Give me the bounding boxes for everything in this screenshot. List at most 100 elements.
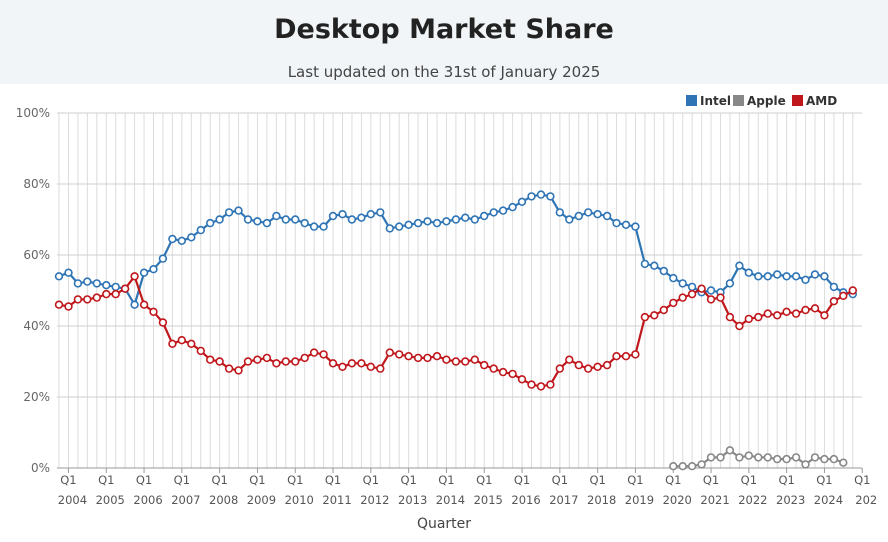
x-tick-year-label: 2014 xyxy=(436,493,465,507)
data-point-intel xyxy=(508,202,517,212)
x-tick-year-label: 202 xyxy=(855,493,877,507)
data-point-amd xyxy=(243,357,253,366)
series-layer xyxy=(54,190,857,471)
x-tick-quarter-label: Q1 xyxy=(363,473,379,487)
legend-label: Intel xyxy=(700,94,731,108)
data-point-intel xyxy=(262,218,272,228)
data-point-amd xyxy=(423,353,432,363)
legend-swatch xyxy=(733,95,744,106)
data-point-intel xyxy=(206,218,215,228)
data-point-intel xyxy=(678,279,687,288)
data-point-apple xyxy=(839,458,848,467)
data-point-intel xyxy=(187,233,196,242)
data-point-amd xyxy=(461,357,470,366)
data-point-amd xyxy=(612,352,621,361)
data-point-amd xyxy=(281,357,290,366)
data-point-amd xyxy=(130,272,139,281)
data-point-amd xyxy=(763,309,772,318)
data-point-intel xyxy=(130,300,139,309)
data-point-intel xyxy=(404,220,413,230)
data-point-amd xyxy=(442,355,451,364)
series-apple xyxy=(669,446,848,471)
legend-item-amd[interactable]: AMD xyxy=(792,94,837,108)
x-tick-year-label: 2016 xyxy=(511,493,540,507)
data-point-amd xyxy=(83,295,92,304)
data-point-intel xyxy=(555,208,564,217)
data-point-intel xyxy=(489,208,498,217)
x-tick-year-label: 2011 xyxy=(322,493,351,507)
data-point-amd xyxy=(149,307,158,317)
data-point-intel xyxy=(470,215,479,224)
data-point-apple xyxy=(763,453,772,462)
data-point-intel xyxy=(300,218,309,228)
data-point-apple xyxy=(820,454,829,464)
data-point-intel xyxy=(309,222,319,231)
legend-swatch xyxy=(792,95,803,106)
data-point-amd xyxy=(631,350,640,359)
data-point-apple xyxy=(782,454,791,464)
data-point-apple xyxy=(669,462,678,471)
data-point-apple xyxy=(744,451,753,460)
x-tick-quarter-label: Q1 xyxy=(325,473,341,487)
data-point-amd xyxy=(527,380,536,389)
x-tick-year-label: 2021 xyxy=(700,493,729,507)
data-point-intel xyxy=(149,265,158,274)
data-point-amd xyxy=(64,302,73,311)
data-point-amd xyxy=(791,309,801,318)
data-point-intel xyxy=(669,273,678,283)
x-tick-year-label: 2018 xyxy=(587,493,616,507)
x-tick-quarter-label: Q1 xyxy=(514,473,530,487)
y-tick-label: 40% xyxy=(23,319,50,333)
y-tick-label: 0% xyxy=(31,461,50,475)
data-point-amd xyxy=(177,336,187,345)
data-point-intel xyxy=(319,222,328,231)
x-tick-year-label: 2004 xyxy=(58,493,87,507)
data-point-intel xyxy=(196,225,206,235)
data-point-intel xyxy=(480,211,489,221)
data-point-intel xyxy=(782,272,791,281)
chart-subtitle: Last updated on the 31st of January 2025 xyxy=(287,63,601,81)
chart-legend[interactable]: Intel Apple AMD xyxy=(686,94,837,108)
data-point-amd xyxy=(102,289,111,299)
data-point-intel xyxy=(366,209,375,219)
x-tick-year-label: 2007 xyxy=(171,493,200,507)
data-point-intel xyxy=(432,218,442,228)
legend-item-intel[interactable]: Intel xyxy=(686,94,731,108)
market-share-chart: 0% 20% 40% 60% 80% 100% Q1 2004 Q1 2005 Q1 2006 Q1 2… xyxy=(16,94,878,532)
data-point-intel xyxy=(272,211,281,221)
data-point-intel xyxy=(650,261,659,270)
data-point-amd xyxy=(224,364,234,373)
x-tick-year-label: 2017 xyxy=(549,493,578,507)
data-point-amd xyxy=(744,314,753,324)
data-point-amd xyxy=(291,357,300,366)
data-point-amd xyxy=(602,360,612,370)
data-point-amd xyxy=(215,357,224,366)
data-point-amd xyxy=(187,339,196,348)
data-point-amd xyxy=(782,307,791,317)
data-point-intel xyxy=(253,217,262,226)
series-amd xyxy=(54,272,857,391)
data-point-intel xyxy=(631,222,640,231)
data-point-amd xyxy=(678,293,687,302)
data-point-amd xyxy=(120,284,130,293)
data-point-intel xyxy=(83,277,92,286)
x-tick-quarter-label: Q1 xyxy=(741,473,757,487)
y-tick-label: 100% xyxy=(16,106,50,120)
data-point-amd xyxy=(498,367,508,377)
data-point-amd xyxy=(413,353,423,363)
data-point-intel xyxy=(527,192,536,201)
data-point-amd xyxy=(706,295,716,304)
data-point-intel xyxy=(73,279,83,288)
data-point-amd xyxy=(111,289,120,299)
data-point-amd xyxy=(158,318,168,327)
data-point-amd xyxy=(820,311,829,320)
x-tick-quarter-label: Q1 xyxy=(211,473,227,487)
legend-item-apple[interactable]: Apple xyxy=(733,94,786,108)
data-point-intel xyxy=(583,208,593,217)
chart-header: Desktop Market Share Last updated on the… xyxy=(0,0,888,84)
data-point-intel xyxy=(829,282,839,292)
data-point-intel xyxy=(291,215,300,224)
data-point-amd xyxy=(470,355,479,364)
data-point-amd xyxy=(583,364,593,373)
data-point-intel xyxy=(281,215,290,224)
